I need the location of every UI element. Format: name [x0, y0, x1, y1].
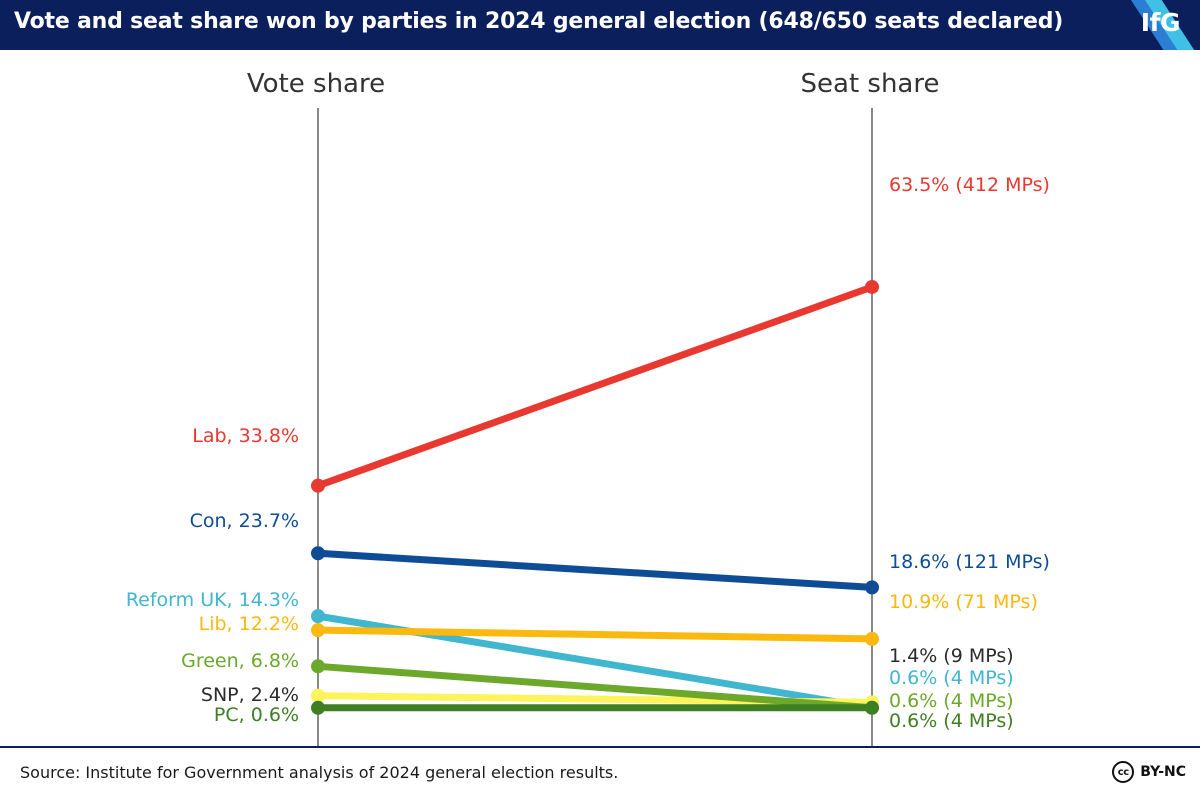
slope-chart: Vote share Seat share Lab, 33.8% 63.5% (412… [126, 69, 1050, 746]
license-text: BY-NC [1140, 764, 1186, 780]
snp-vote-label: SNP, 2.4% [201, 684, 299, 706]
ifg-logo: IfG [1140, 8, 1181, 37]
pc-seat-point [865, 700, 879, 715]
lib-seat-label: 10.9% (71 MPs) [889, 591, 1038, 613]
green-vote-point [311, 659, 325, 674]
chart-title: Vote and seat share won by parties in 20… [14, 9, 1064, 34]
green-seat-label: 0.6% (4 MPs) [889, 690, 1014, 712]
source-note: Source: Institute for Government analysi… [20, 763, 619, 782]
con-line [314, 549, 876, 591]
vote-share-heading: Vote share [247, 69, 385, 99]
snp-seat-label: 1.4% (9 MPs) [889, 645, 1014, 667]
lab-vote-label: Lab, 33.8% [192, 425, 299, 447]
lab-vote-point [311, 478, 325, 493]
license-badge: cc BY-NC [1112, 761, 1186, 783]
green-vote-label: Green, 6.8% [181, 650, 299, 672]
lib-vote-label: Lib, 12.2% [199, 613, 299, 635]
pc-seat-label: 0.6% (4 MPs) [889, 710, 1014, 732]
lib-seat-point [865, 631, 879, 646]
lib-vote-point [311, 623, 325, 638]
header-bar: Vote and seat share won by parties in 20… [0, 0, 1200, 50]
green-line [314, 662, 876, 712]
pc-vote-point [311, 700, 325, 715]
cc-icon: cc [1112, 761, 1135, 783]
snp-vote-point [311, 688, 325, 703]
pc-vote-label: PC, 0.6% [214, 704, 299, 726]
footer-divider [0, 746, 1200, 748]
con-vote-label: Con, 23.7% [190, 510, 299, 532]
lib-line [314, 626, 876, 643]
reform-uk-vote-label: Reform UK, 14.3% [126, 589, 299, 611]
con-seat-label: 18.6% (121 MPs) [889, 551, 1050, 573]
reform-uk-vote-point [311, 609, 325, 624]
reform-uk-seat-label: 0.6% (4 MPs) [889, 667, 1014, 689]
lab-seat-point [865, 279, 879, 294]
con-vote-point [311, 546, 325, 561]
lab-seat-label: 63.5% (412 MPs) [889, 174, 1050, 196]
seat-share-heading: Seat share [801, 69, 940, 99]
con-seat-point [865, 580, 879, 595]
lab-line [314, 283, 876, 490]
